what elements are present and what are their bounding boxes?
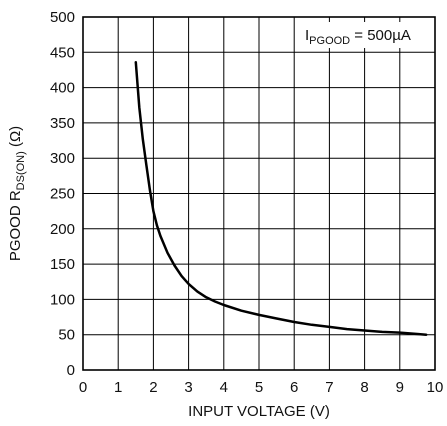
annotation-main: I [305, 27, 309, 44]
annotation-subscript: PGOOD [309, 35, 350, 47]
tick-labels: 0 1 2 3 4 5 6 7 8 9 100501001502002503003504004505… [50, 9, 443, 396]
y-tick-label: 300 [50, 150, 75, 167]
x-tick-label: 9 [396, 379, 404, 396]
y-axis-title-unit: (Ω) [7, 126, 24, 151]
y-tick-label: 350 [50, 115, 75, 132]
y-tick-label: 200 [50, 221, 75, 238]
y-axis-title: PGOOD RDS(ON) (Ω) [7, 126, 27, 261]
y-tick-label: 100 [50, 291, 75, 308]
y-tick-label: 250 [50, 186, 75, 203]
x-tick-label: 5 [255, 379, 263, 396]
x-tick-label: 1 [114, 379, 122, 396]
x-tick-label: 7 [325, 379, 333, 396]
x-tick-label: 3 [184, 379, 192, 396]
series-line [134, 60, 428, 336]
y-axis-title-subscript: DS(ON) [15, 151, 27, 190]
plot-frame [82, 16, 436, 371]
y-tick-label: 500 [50, 9, 75, 26]
annotation-rest: = 500µA [350, 27, 411, 44]
y-axis-title-main: PGOOD R [7, 190, 24, 261]
annotation-label: IPGOOD = 500µA [305, 27, 411, 47]
annotation-background [298, 22, 432, 48]
x-tick-label: 6 [290, 379, 298, 396]
x-tick-label: 2 [149, 379, 157, 396]
x-tick-label: 0 [79, 379, 87, 396]
y-tick-label: 450 [50, 44, 75, 61]
x-tick-label: 8 [360, 379, 368, 396]
x-tick-label: 4 [220, 379, 228, 396]
x-axis-title: INPUT VOLTAGE (V) [188, 403, 330, 420]
y-tick-label: 150 [50, 256, 75, 273]
x-tick-label: 10 [427, 379, 444, 396]
y-tick-label: 0 [67, 362, 75, 379]
y-tick-label: 400 [50, 80, 75, 97]
y-tick-label: 50 [58, 327, 75, 344]
